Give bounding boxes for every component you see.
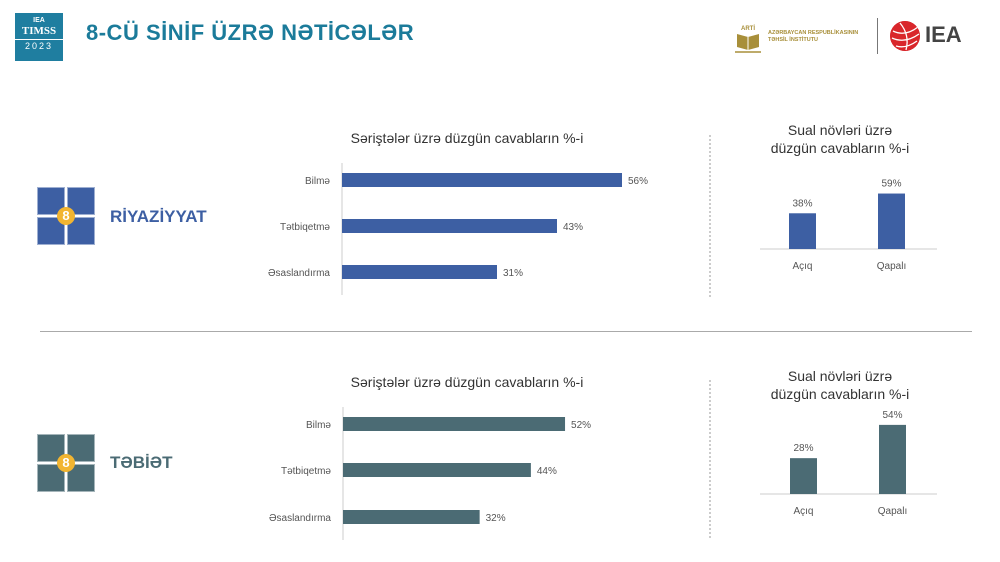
section-divider xyxy=(40,331,972,332)
data-label: 44% xyxy=(537,466,557,477)
chart-title-line1: Sual növləri üzrə xyxy=(788,122,892,138)
chart-title-line2: düzgün cavabların %-i xyxy=(771,140,910,156)
data-label: 59% xyxy=(881,179,901,190)
bar-0 xyxy=(342,173,622,187)
category-label: Tətbiqetmə xyxy=(281,466,331,477)
logo-iea-text: IEA xyxy=(33,17,45,24)
data-label: 32% xyxy=(486,513,506,524)
bar-1 xyxy=(878,193,905,249)
data-label: 43% xyxy=(563,222,583,233)
chart-title-line1: Sual növləri üzrə xyxy=(788,368,892,384)
category-label: Əsaslandırma xyxy=(269,513,331,524)
math-subject-icon: 8 xyxy=(37,187,95,245)
bar-0 xyxy=(343,417,566,431)
bar-1 xyxy=(879,424,906,494)
arti-book-logo: ARTİ xyxy=(735,25,761,53)
grade-8-badge: 8 xyxy=(57,207,75,225)
iea-globe-icon xyxy=(890,21,920,51)
chart-title-line2: düzgün cavabların %-i xyxy=(771,386,910,402)
bar-1 xyxy=(342,219,557,233)
data-label: 38% xyxy=(792,198,812,209)
logo-divider xyxy=(877,18,878,54)
data-label: 54% xyxy=(882,410,902,421)
category-label: Açıq xyxy=(792,261,812,272)
bar-0 xyxy=(790,458,817,494)
grade-8-badge: 8 xyxy=(57,454,75,472)
arti-abbr: ARTİ xyxy=(741,25,755,32)
data-label: 52% xyxy=(571,420,591,431)
data-label: 28% xyxy=(793,443,813,454)
bar-1 xyxy=(343,463,531,477)
category-label: Qapalı xyxy=(878,506,907,517)
logo-year-text: 2023 xyxy=(15,39,63,51)
bar-2 xyxy=(342,265,497,279)
subject-title-math: RİYAZİYYAT xyxy=(110,207,207,226)
category-label: Bilmə xyxy=(305,176,330,187)
category-label: Tətbiqetmə xyxy=(280,222,330,233)
arti-line2: TƏHSİL İNSTİTUTU xyxy=(768,37,819,43)
arti-name: AZƏRBAYCAN RESPUBLİKASININ TƏHSİL İNSTİT… xyxy=(768,30,858,44)
category-label: Qapalı xyxy=(877,261,906,272)
bar-0 xyxy=(789,213,816,249)
data-label: 31% xyxy=(503,268,523,279)
chart-title: Səriştələr üzrə düzgün cavabların %-i xyxy=(351,374,584,390)
subject-title-science: TƏBİƏT xyxy=(110,453,173,472)
logo-timss-text: TIMSS xyxy=(21,25,57,37)
arti-line1: AZƏRBAYCAN RESPUBLİKASININ xyxy=(768,30,859,36)
iea-logo-text: IEA xyxy=(925,22,962,47)
timss-2023-logo: IEA TIMSS 2023 xyxy=(15,13,63,61)
data-label: 56% xyxy=(628,176,648,187)
category-label: Açıq xyxy=(793,506,813,517)
science-subject-icon: 8 xyxy=(37,434,95,492)
page-title: 8-CÜ SİNİF ÜZRƏ NƏTİCƏLƏR xyxy=(86,20,415,45)
chart-title: Səriştələr üzrə düzgün cavabların %-i xyxy=(351,130,584,146)
category-label: Əsaslandırma xyxy=(268,268,330,279)
category-label: Bilmə xyxy=(306,420,331,431)
bar-2 xyxy=(343,510,480,524)
